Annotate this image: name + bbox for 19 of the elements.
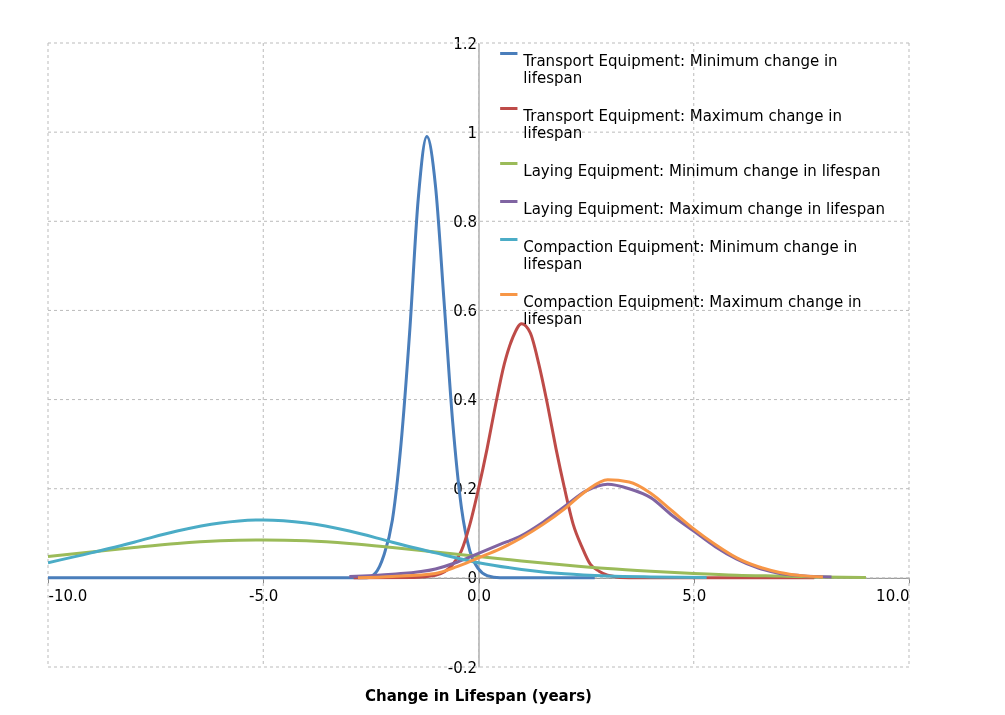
legend-label: Compaction Equipment: Minimum change in lifespan — [523, 237, 858, 273]
legend-label: Compaction Equipment: Maximum change in lifespan — [523, 292, 862, 328]
y-tick-label: -0.2 — [447, 658, 477, 677]
legend-label: Laying Equipment: Minimum change in lifespan — [523, 161, 881, 180]
x-tick-label: 5.0 — [682, 587, 707, 606]
legend-label: Transport Equipment: Maximum change in lifespan — [522, 106, 843, 142]
x-tick-label: -5.0 — [249, 587, 279, 606]
y-tick-label: 1 — [467, 123, 477, 142]
y-tick-label: 0 — [467, 569, 477, 588]
x-tick-label: 10.0 — [876, 587, 910, 606]
legend-label: Laying Equipment: Maximum change in lifespan — [523, 199, 885, 218]
y-tick-label: 1.2 — [453, 34, 477, 53]
x-tick-label: -10.0 — [48, 587, 88, 606]
x-tick-label: 0.0 — [467, 587, 491, 606]
legend-label: Transport Equipment: Minimum change in lifespan — [522, 51, 838, 87]
x-axis-title: Change in Lifespan (years) — [365, 687, 592, 705]
y-tick-label: 0.4 — [453, 391, 477, 410]
y-tick-label: 0.8 — [453, 212, 477, 231]
y-tick-label: 0.6 — [453, 301, 477, 320]
